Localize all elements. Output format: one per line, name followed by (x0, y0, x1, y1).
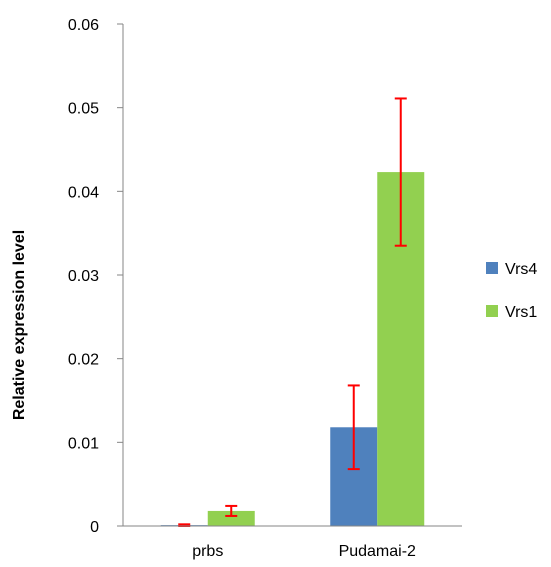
legend: Vrs4 Vrs1 (486, 261, 537, 321)
y-axis-title: Relative expression level (11, 230, 28, 420)
bar-vrs1-0 (207, 510, 255, 526)
y-tick-label: 0 (90, 519, 99, 536)
y-tick-label: 0.04 (68, 184, 99, 201)
legend-swatch-vrs1 (486, 305, 498, 317)
y-axis-ticks: 0 0.01 0.02 0.03 0.04 0.05 0.06 (68, 17, 123, 536)
legend-label-vrs4: Vrs4 (505, 261, 537, 278)
x-tick-label: prbs (192, 543, 223, 560)
x-axis-labels: prbs Pudamai-2 (192, 543, 416, 560)
y-tick-label: 0.05 (68, 101, 99, 118)
y-tick-label: 0.02 (68, 352, 99, 369)
x-tick-label: Pudamai-2 (339, 543, 416, 560)
y-tick-label: 0.03 (68, 268, 99, 285)
legend-label-vrs1: Vrs1 (505, 304, 537, 321)
legend-swatch-vrs4 (486, 262, 498, 274)
bars-layer (160, 172, 425, 526)
y-tick-label: 0.01 (68, 435, 99, 452)
y-tick-label: 0.06 (68, 17, 99, 34)
